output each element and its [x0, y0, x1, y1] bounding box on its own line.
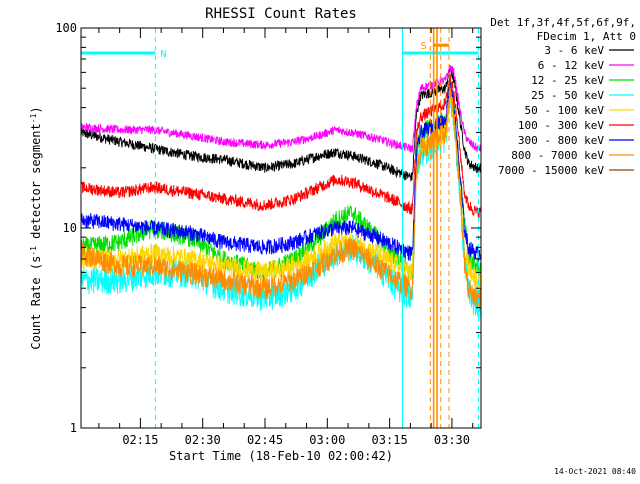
night-label: N: [160, 49, 166, 60]
x-tick-label: 02:45: [247, 433, 283, 447]
legend-entry-label: 25 - 50 keV: [531, 89, 604, 102]
x-tick-label: 03:15: [372, 433, 408, 447]
legend-header: Det 1f,3f,4f,5f,6f,9f,: [490, 16, 636, 29]
legend-entry-label: 7000 - 15000 keV: [498, 164, 604, 177]
legend-entry-label: 300 - 800 keV: [518, 134, 604, 147]
series-line-6: [80, 81, 482, 261]
series-line-7: [80, 87, 482, 309]
x-tick-label: 02:30: [185, 433, 221, 447]
legend-entry-label: 12 - 25 keV: [531, 74, 604, 87]
x-tick-label: 03:00: [309, 433, 345, 447]
y-tick-label: 10: [63, 221, 77, 235]
y-tick-label: 1: [70, 421, 77, 435]
x-axis-label: Start Time (18-Feb-10 02:00:42): [169, 449, 393, 463]
x-tick-label: 03:30: [434, 433, 470, 447]
footer-timestamp: 14-Oct-2021 08:40: [554, 467, 636, 476]
x-tick-label: 02:15: [122, 433, 158, 447]
saa-label: S: [421, 41, 427, 52]
legend-header: FDecim 1, Att 0: [537, 30, 636, 43]
series-line-1: [80, 65, 482, 154]
legend-entry-label: 6 - 12 keV: [538, 59, 605, 72]
series-line-0: [80, 65, 482, 182]
series-line-5: [80, 73, 481, 219]
chart-title: RHESSI Count Rates: [205, 6, 357, 22]
legend-entry-label: 3 - 6 keV: [544, 44, 604, 57]
legend-entry-label: 800 - 7000 keV: [511, 149, 604, 162]
y-tick-label: 100: [55, 21, 77, 35]
legend-entry-label: 100 - 300 keV: [518, 119, 604, 132]
legend-entry-label: 50 - 100 keV: [525, 104, 605, 117]
y-axis-label: Count Rate (s-1 detector segment-1): [29, 106, 44, 349]
